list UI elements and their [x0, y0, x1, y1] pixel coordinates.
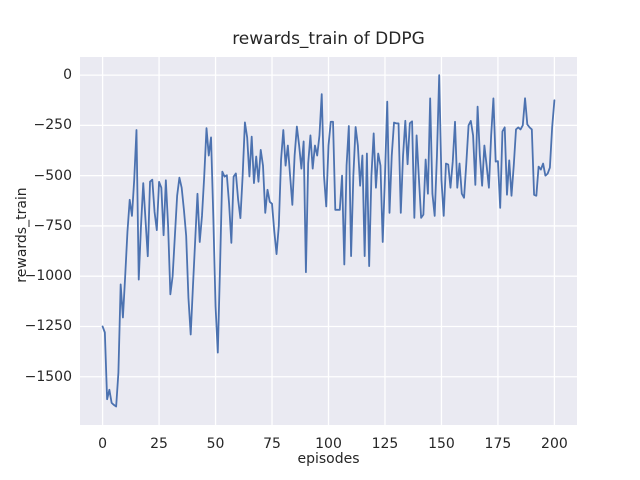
y-tick-label: −1500	[24, 368, 72, 385]
y-tick-label: 0	[63, 67, 72, 84]
y-tick-label: −1250	[24, 318, 72, 335]
x-tick-label: 75	[263, 436, 281, 452]
y-tick-label: −1000	[24, 268, 72, 285]
x-tick-label: 50	[206, 436, 225, 452]
plot-area	[80, 57, 577, 425]
chart-title: rewards_train of DDPG	[232, 29, 425, 49]
y-tick-label: −750	[33, 217, 72, 234]
x-tick-label: 175	[484, 436, 512, 452]
series-line-rewards_train	[101, 74, 556, 408]
y-tick-label: −250	[33, 117, 72, 134]
x-tick-label: 25	[150, 436, 168, 452]
x-tick-label: 200	[541, 436, 568, 452]
y-tick-label: −500	[33, 167, 72, 184]
x-tick-label: 100	[315, 436, 342, 452]
x-axis-label: episodes	[297, 451, 360, 467]
x-tick-label: 125	[371, 436, 399, 452]
line-plot-svg	[80, 57, 577, 425]
x-tick-label: 150	[428, 436, 455, 452]
x-tick-label: 0	[98, 436, 108, 452]
